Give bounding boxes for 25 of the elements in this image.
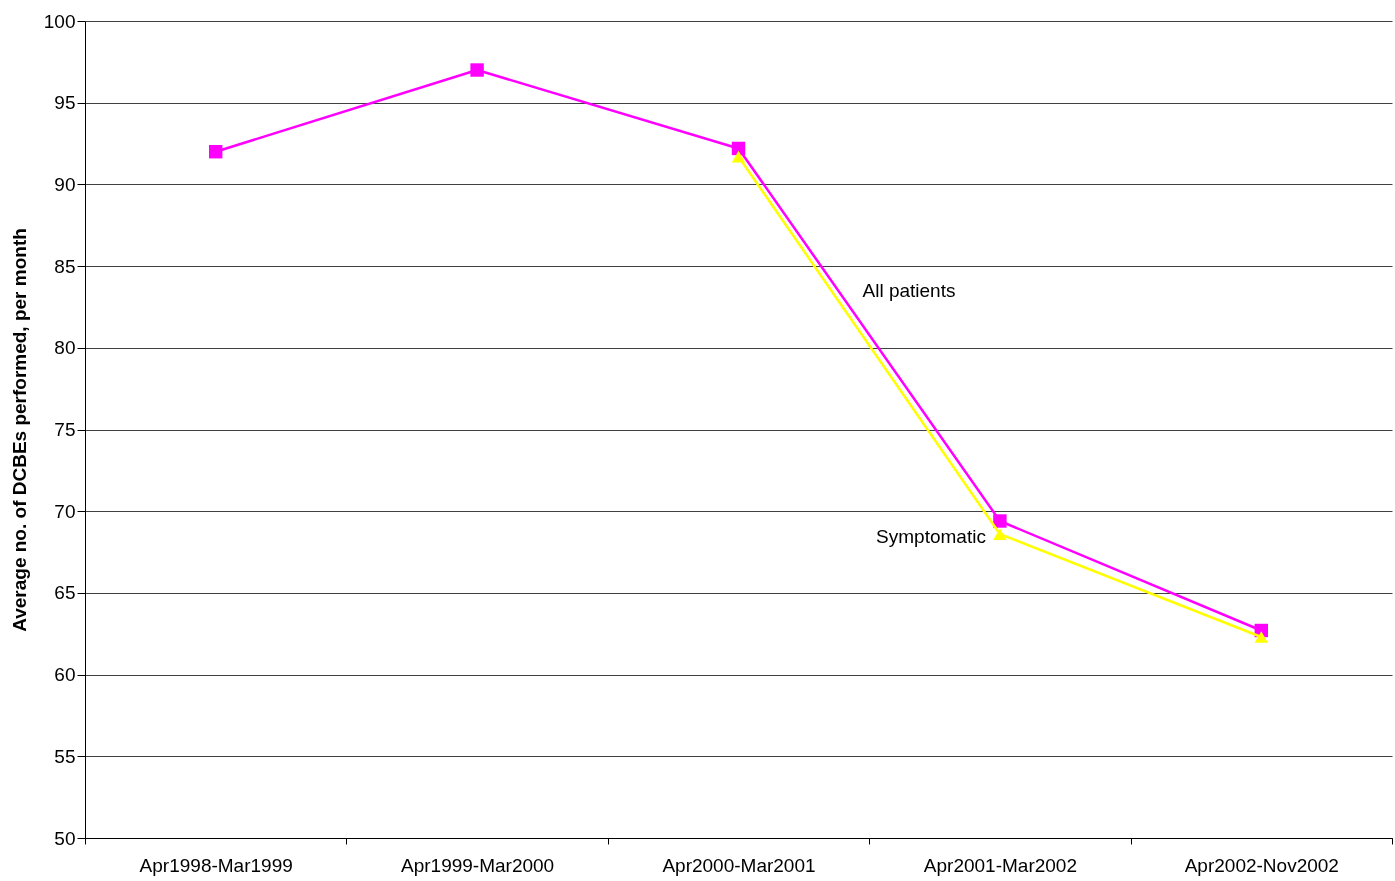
y-tick-label: 60 bbox=[54, 664, 76, 686]
x-tick-label: Apr2000-Mar2001 bbox=[662, 854, 816, 876]
y-tick-label: 65 bbox=[54, 582, 76, 604]
point bbox=[208, 145, 223, 159]
x-tick-label: Apr2002-Nov2002 bbox=[1184, 854, 1339, 876]
y-tick-label: 70 bbox=[54, 500, 76, 522]
point bbox=[470, 63, 484, 77]
y-tick-label: 50 bbox=[54, 827, 76, 849]
x-tick-label: Apr2001-Mar2002 bbox=[923, 854, 1077, 876]
point bbox=[1254, 631, 1269, 643]
y-tick-label: 90 bbox=[54, 173, 76, 195]
y-tick-label: 55 bbox=[54, 745, 76, 767]
point bbox=[993, 514, 1007, 528]
y-tick-label: 100 bbox=[43, 10, 76, 32]
series-label: Symptomatic bbox=[876, 526, 986, 548]
series-label: All patients bbox=[862, 280, 956, 302]
x-tick-label: Apr1998-Mar1999 bbox=[139, 854, 293, 876]
y-tick-label: 80 bbox=[54, 337, 76, 359]
y-tick-label: 75 bbox=[54, 419, 76, 440]
x-tick-label: Apr1999-Mar2000 bbox=[401, 854, 555, 876]
y-tick-label: 95 bbox=[54, 92, 76, 114]
y-tick-label: 85 bbox=[54, 255, 76, 277]
point bbox=[731, 150, 746, 163]
y-axis-title: Average no. of DCBEs performed, per month bbox=[8, 228, 30, 632]
point bbox=[993, 528, 1007, 540]
